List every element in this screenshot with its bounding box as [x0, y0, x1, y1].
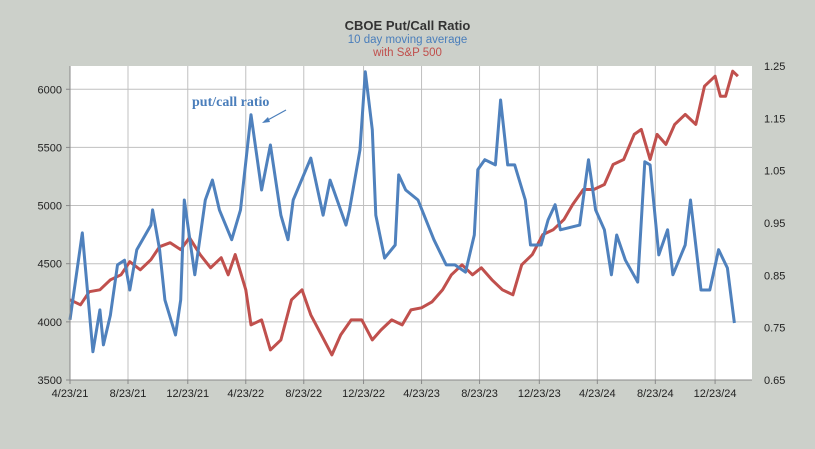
y-right-tick-label: 1.05	[764, 166, 785, 178]
x-tick-label: 4/23/22	[227, 388, 264, 400]
y-right-tick-label: 0.85	[764, 270, 785, 282]
chart-subtitle: 10 day moving average	[347, 34, 468, 46]
chart-title: CBOE Put/Call Ratio	[344, 18, 471, 33]
x-tick-label: 12/23/24	[694, 388, 737, 400]
y-right-tick-label: 1.25	[764, 61, 785, 73]
y-left-tick-label: 3500	[38, 375, 62, 387]
y-right-tick-label: 0.65	[764, 375, 785, 387]
x-tick-label: 4/23/24	[579, 388, 616, 400]
x-tick-label: 4/23/21	[52, 388, 89, 400]
x-tick-label: 12/23/21	[166, 388, 209, 400]
x-tick-label: 12/23/23	[518, 388, 561, 400]
y-right-tick-label: 0.75	[764, 323, 785, 335]
plot-area	[70, 66, 752, 380]
y-left-tick-label: 4000	[38, 317, 62, 329]
y-left-tick-label: 6000	[38, 84, 62, 96]
x-tick-label: 4/23/23	[403, 388, 440, 400]
annotation-put-call-ratio: put/call ratio	[192, 95, 269, 110]
chart-subtitle-sp500: with S&P 500	[373, 47, 442, 59]
x-tick-label: 12/23/22	[342, 388, 385, 400]
y-right-tick-label: 1.15	[764, 113, 785, 125]
series-sp500-line	[69, 69, 739, 357]
series-put-call-ratio-line	[68, 70, 736, 354]
x-tick-label: 8/23/22	[285, 388, 322, 400]
y-left-tick-label: 5000	[38, 201, 62, 213]
annotation-arrow	[262, 109, 287, 123]
y-left-tick-label: 4500	[38, 259, 62, 271]
x-tick-label: 8/23/24	[637, 388, 674, 400]
y-right-tick-label: 0.95	[764, 218, 785, 230]
x-tick-label: 8/23/23	[461, 388, 498, 400]
x-tick-label: 8/23/21	[110, 388, 147, 400]
y-left-tick-label: 5500	[38, 142, 62, 154]
